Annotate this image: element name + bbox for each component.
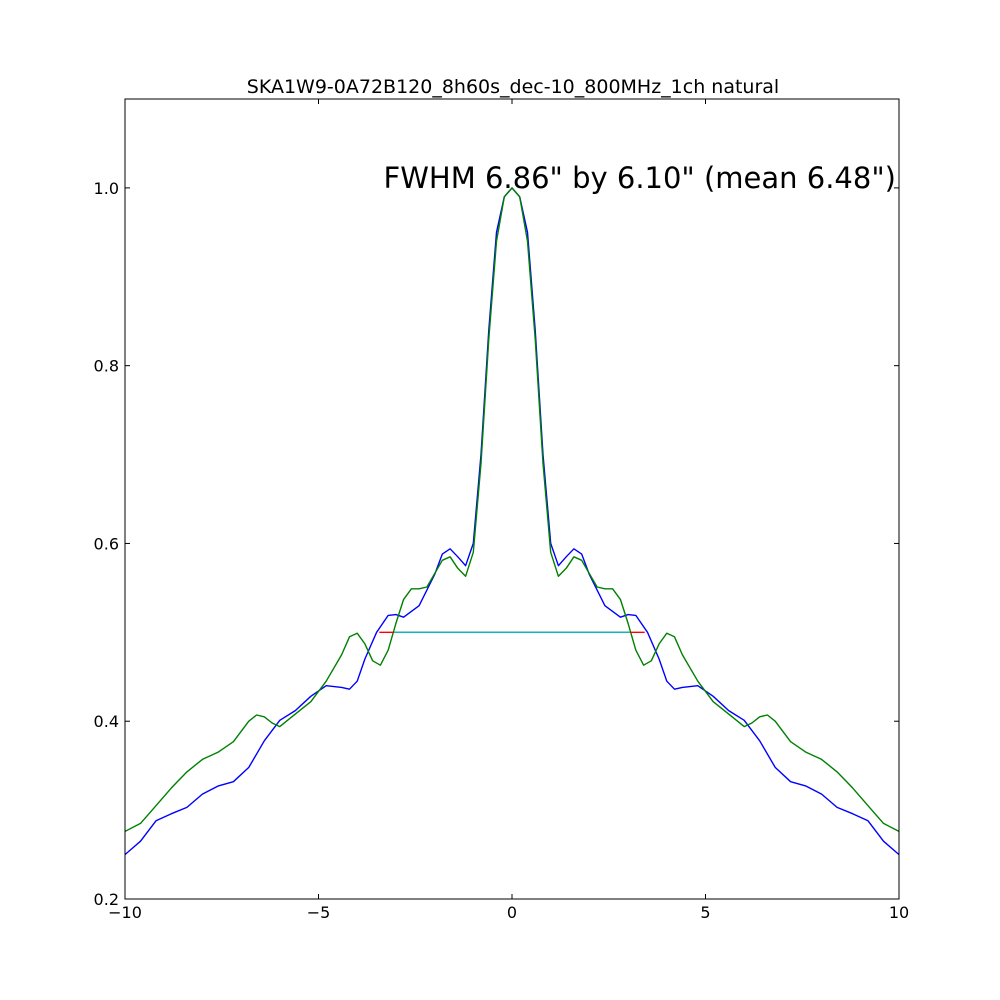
x-tick-label: −10 <box>108 903 142 922</box>
y-tick-label: 0.8 <box>94 357 119 376</box>
x-tick-label: 0 <box>507 903 517 922</box>
x-tick-label: 10 <box>889 903 909 922</box>
plot-frame <box>124 98 900 900</box>
tick-layer: −10 −5 0 5 10 0.2 0.4 0.6 0.8 1.0 <box>94 99 909 922</box>
chart-title: SKA1W9-0A72B120_8h60s_dec-10_800MHz_1ch … <box>247 76 779 98</box>
y-tick-label: 0.2 <box>94 890 119 909</box>
series-line-profile-major <box>124 187 900 856</box>
y-tick-label: 0.4 <box>94 712 119 731</box>
y-tick-label: 1.0 <box>94 179 119 198</box>
x-tick-label: −5 <box>307 903 331 922</box>
series-layer <box>124 187 900 856</box>
series-line-profile-minor <box>124 187 900 833</box>
x-tick-label: 5 <box>700 903 710 922</box>
y-tick-label: 0.6 <box>94 534 119 553</box>
fwhm-annotation: FWHM 6.86" by 6.10" (mean 6.48") <box>384 161 896 195</box>
